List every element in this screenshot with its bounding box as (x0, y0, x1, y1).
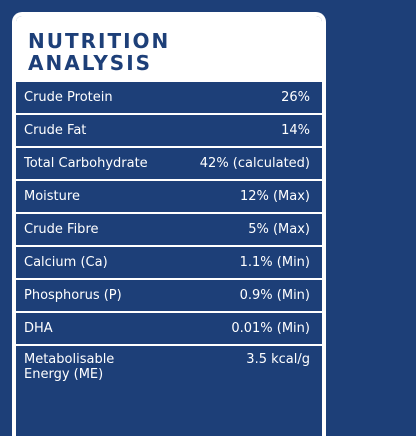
row-label: Moisture (24, 189, 80, 204)
row-value: 26% (281, 90, 310, 105)
row-value: 0.9% (Min) (239, 288, 310, 303)
row-label: Phosphorus (P) (24, 288, 122, 303)
row-value: 5% (Max) (248, 222, 310, 237)
row-label: Crude Fat (24, 123, 87, 138)
table-row: Phosphorus (P) 0.9% (Min) (16, 280, 322, 313)
row-label: DHA (24, 321, 53, 336)
row-label: Calcium (Ca) (24, 255, 108, 270)
table-row: Metabolisable Energy (ME) 3.5 kcal/g (16, 346, 322, 402)
table-row: Total Carbohydrate 42% (calculated) (16, 148, 322, 181)
header: NUTRITION ANALYSIS (16, 16, 322, 82)
table-row: Calcium (Ca) 1.1% (Min) (16, 247, 322, 280)
table-row: Crude Fibre 5% (Max) (16, 214, 322, 247)
page: NUTRITION ANALYSIS Crude Protein 26% Crude… (12, 12, 326, 436)
title-line: NUTRITION (28, 29, 171, 53)
row-label: Crude Fibre (24, 222, 99, 237)
row-label: Total Carbohydrate (24, 156, 148, 171)
row-value: 12% (Max) (239, 189, 310, 204)
table-row: Moisture 12% (Max) (16, 181, 322, 214)
title-line: ANALYSIS (28, 51, 153, 75)
nutrition-card: NUTRITION ANALYSIS Crude Protein 26% Crude… (12, 12, 326, 436)
table-row: Crude Fat 14% (16, 115, 322, 148)
table-row: DHA 0.01% (Min) (16, 313, 322, 346)
table-row: Crude Protein 26% (16, 82, 322, 115)
row-value: 14% (281, 123, 310, 138)
row-value: 42% (calculated) (199, 156, 310, 171)
row-label: Crude Protein (24, 90, 113, 105)
table: Crude Protein 26% Crude Fat 14% Total Carboh… (16, 82, 322, 402)
row-value: 0.01% (Min) (231, 321, 310, 336)
row-label: Metabolisable Energy (ME) (24, 352, 115, 382)
row-value: 3.5 kcal/g (246, 352, 310, 367)
row-value: 1.1% (Min) (239, 255, 310, 270)
